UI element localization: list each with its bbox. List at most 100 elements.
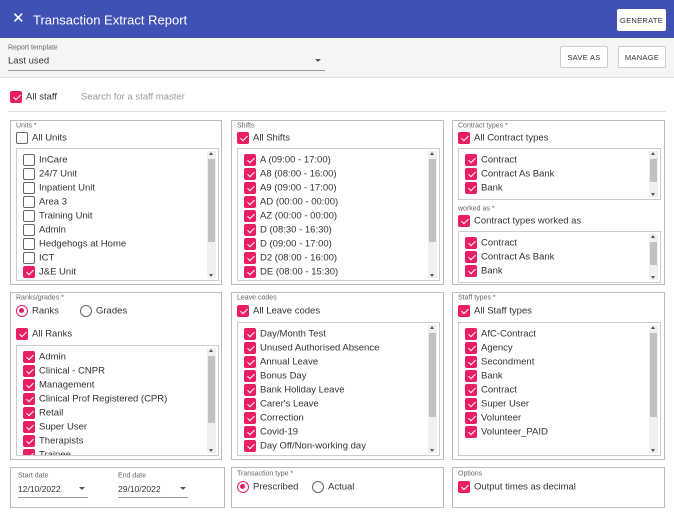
all-label: All Leave codes: [253, 305, 321, 317]
checkbox[interactable]: [458, 215, 470, 227]
checkbox[interactable]: [23, 154, 35, 166]
all-label: All Contract types: [474, 132, 549, 144]
template-value[interactable]: Last used: [8, 55, 50, 67]
checkbox[interactable]: [23, 379, 35, 391]
checkbox[interactable]: [244, 384, 256, 396]
checkbox[interactable]: [23, 393, 35, 405]
checkbox[interactable]: [244, 252, 256, 264]
radio[interactable]: [80, 305, 92, 317]
radio-label: Prescribed: [253, 481, 299, 493]
checkbox[interactable]: [465, 251, 477, 263]
checkbox[interactable]: [23, 210, 35, 222]
section-label: End date: [118, 472, 147, 480]
radio[interactable]: [237, 481, 249, 493]
checkbox[interactable]: [23, 435, 35, 447]
checkbox[interactable]: [465, 356, 477, 368]
checkbox[interactable]: [465, 412, 477, 424]
checkbox[interactable]: [244, 412, 256, 424]
checkbox[interactable]: [23, 182, 35, 194]
checkbox[interactable]: [244, 154, 256, 166]
checkbox[interactable]: [465, 384, 477, 396]
checkbox[interactable]: [244, 224, 256, 236]
checkbox[interactable]: [458, 132, 470, 144]
check-mark: [460, 482, 469, 490]
generate-button[interactable]: GENERATE: [617, 9, 666, 31]
checkbox[interactable]: [23, 351, 35, 363]
checkbox[interactable]: [23, 238, 35, 250]
scroll-thumb: [650, 242, 657, 265]
header-bar: [0, 0, 674, 38]
checkbox[interactable]: [244, 266, 256, 278]
scroll-up: [651, 235, 655, 238]
checkbox[interactable]: [458, 481, 470, 493]
list-item-label: Admin: [39, 224, 66, 236]
checkbox[interactable]: [465, 328, 477, 340]
close-icon[interactable]: ✕: [12, 10, 25, 27]
checkbox[interactable]: [23, 224, 35, 236]
end-date[interactable]: 29/10/2022: [118, 483, 161, 494]
scroll-thumb: [650, 333, 657, 417]
checkbox[interactable]: [244, 182, 256, 194]
checkbox[interactable]: [244, 440, 256, 452]
checkbox[interactable]: [23, 365, 35, 377]
checkbox[interactable]: [237, 132, 249, 144]
scroll-up: [430, 326, 434, 329]
checkbox[interactable]: [23, 449, 35, 455]
list-item-label: Contract As Bank: [481, 168, 555, 180]
check-mark: [18, 329, 27, 337]
checkbox[interactable]: [23, 266, 35, 278]
checkbox[interactable]: [244, 328, 256, 340]
all-label: All Shifts: [253, 132, 290, 144]
scroll-up: [651, 326, 655, 329]
checkbox[interactable]: [244, 238, 256, 250]
scrollbar: [207, 151, 216, 278]
check-mark: [467, 427, 476, 435]
list-item-label: Clinical Prof Registered (CPR): [39, 393, 168, 405]
checkbox[interactable]: [23, 421, 35, 433]
radio[interactable]: [16, 305, 28, 317]
checkbox[interactable]: [458, 305, 470, 317]
checkbox[interactable]: [244, 426, 256, 438]
checkbox[interactable]: [23, 196, 35, 208]
checkbox[interactable]: [465, 265, 477, 277]
checkbox[interactable]: [465, 370, 477, 382]
check-mark: [25, 394, 34, 402]
check-mark: [25, 352, 34, 360]
radio[interactable]: [312, 481, 324, 493]
scrollbar: [207, 348, 216, 453]
checkbox[interactable]: [237, 305, 249, 317]
check-mark: [467, 413, 476, 421]
checkbox[interactable]: [465, 237, 477, 249]
manage-button[interactable]: MANAGE: [618, 46, 666, 68]
checkbox[interactable]: [465, 168, 477, 180]
save-as-button[interactable]: SAVE AS: [560, 46, 608, 68]
checkbox[interactable]: [465, 342, 477, 354]
checkbox[interactable]: [465, 426, 477, 438]
panel: [10, 120, 222, 285]
checkbox[interactable]: [23, 168, 35, 180]
panel: [231, 292, 444, 460]
checkbox[interactable]: [244, 356, 256, 368]
check-mark: [246, 329, 255, 337]
scrollbar: [428, 325, 437, 453]
checkbox[interactable]: [465, 398, 477, 410]
check-mark: [246, 253, 255, 261]
list-item-label: A8 (08:00 - 16:00): [260, 168, 337, 180]
check-mark: [25, 366, 34, 374]
scroll-thumb: [429, 333, 436, 417]
checkbox[interactable]: [244, 398, 256, 410]
checkbox[interactable]: [244, 196, 256, 208]
checkbox[interactable]: [244, 342, 256, 354]
checkbox[interactable]: [465, 154, 477, 166]
checkbox[interactable]: [465, 182, 477, 194]
checkbox[interactable]: [16, 132, 28, 144]
start-date[interactable]: 12/10/2022: [18, 483, 61, 494]
checkbox[interactable]: [244, 370, 256, 382]
checkbox[interactable]: [16, 328, 28, 340]
checkbox[interactable]: [244, 168, 256, 180]
search-placeholder[interactable]: Search for a staff master: [81, 91, 185, 103]
checkbox[interactable]: [244, 210, 256, 222]
checkbox[interactable]: [10, 91, 22, 103]
checkbox[interactable]: [23, 407, 35, 419]
checkbox[interactable]: [23, 252, 35, 264]
